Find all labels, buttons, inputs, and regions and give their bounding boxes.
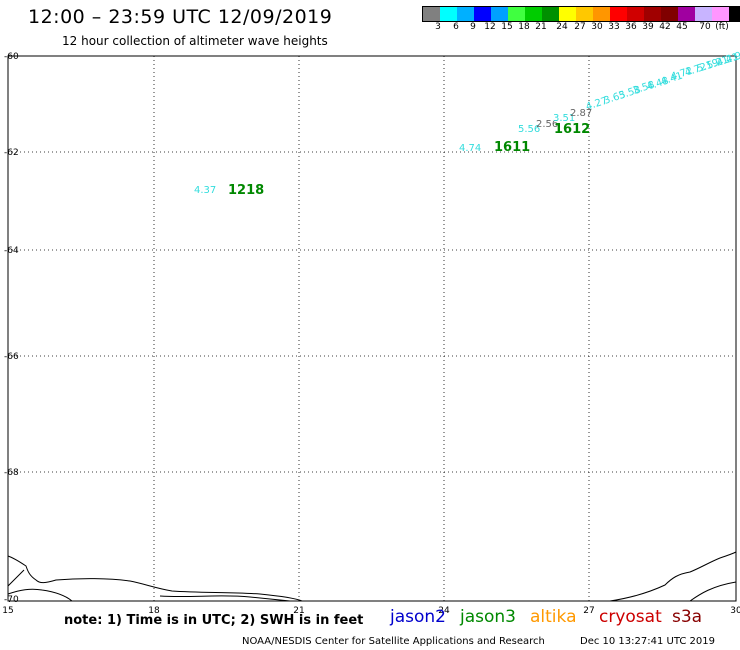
colorbar-tick-label: 27: [574, 22, 586, 32]
wave-height-label: 4.9: [725, 50, 740, 65]
longitude-tick-label: 21: [293, 606, 304, 616]
satellite-legend-s3a: s3a: [672, 607, 703, 627]
colorbar-swatch: [729, 7, 740, 21]
coastline-far-west: [7, 569, 25, 587]
wave-height-label: 2.56: [536, 119, 558, 130]
units-note: note: 1) Time is in UTC; 2) SWH is in fe…: [64, 613, 364, 628]
latitude-tick-label: -66: [4, 352, 19, 362]
colorbar-swatch: [457, 7, 474, 21]
wave-height-label: 5.56: [518, 124, 540, 135]
colorbar-tick-label: 3: [435, 22, 441, 32]
longitude-tick-label: 24: [438, 606, 450, 616]
colorbar-swatch: [525, 7, 542, 21]
map-subtitle: 12 hour collection of altimeter wave hei…: [62, 34, 328, 48]
colorbar-swatch: [423, 7, 440, 21]
satellite-legend-jason3: jason3: [460, 607, 516, 627]
satellite-legend-altika: altika: [530, 607, 577, 627]
longitude-tick-label: 15: [2, 606, 13, 616]
map-title: 12:00 – 23:59 UTC 12/09/2019: [28, 6, 333, 28]
colorbar-tick-label: 15: [501, 22, 513, 32]
latitude-tick-label: -64: [4, 246, 19, 256]
satellite-legend-cryosat: cryosat: [599, 607, 662, 627]
colorbar-swatch: [440, 7, 457, 21]
wave-height-label: 4.37: [194, 185, 216, 196]
colorbar-swatch: [542, 7, 559, 21]
satellite-legend-jason2: jason2: [390, 607, 446, 627]
longitude-tick-label: 30: [730, 606, 740, 616]
wave-height-colorbar: [422, 6, 740, 22]
colorbar-swatch: [644, 7, 661, 21]
colorbar-swatch: [559, 7, 576, 21]
generated-timestamp: Dec 10 13:27:41 UTC 2019: [580, 636, 715, 647]
map-border: [7, 55, 737, 602]
colorbar-tick-label: 18: [518, 22, 530, 32]
colorbar-tick-label: (ft): [715, 22, 729, 32]
map-frame: [7, 55, 737, 602]
colorbar-tick-label: 36: [625, 22, 637, 32]
colorbar-tick-label: 45: [676, 22, 688, 32]
coastline-east-inner: [689, 581, 737, 602]
wave-height-label: 2.87: [570, 108, 592, 119]
observation-id-label: 1218: [228, 183, 264, 198]
colorbar-tick-label: 30: [591, 22, 603, 32]
colorbar-tick-label: 24: [556, 22, 568, 32]
coastline-island: [159, 595, 291, 602]
latitude-tick-label: -68: [4, 468, 19, 478]
colorbar-tick-label: 39: [642, 22, 654, 32]
colorbar-swatch: [610, 7, 627, 21]
wave-height-label: 3.51: [553, 113, 575, 124]
wave-height-label: 4.74: [459, 143, 481, 154]
coastline-west: [7, 555, 303, 602]
colorbar-tick-label: 33: [608, 22, 620, 32]
colorbar-swatch: [661, 7, 678, 21]
credit-line: NOAA/NESDIS Center for Satellite Applica…: [242, 636, 545, 647]
colorbar-swatch: [695, 7, 712, 21]
colorbar-swatch: [576, 7, 593, 21]
colorbar-labels: 3 6 9 12 15 18 21 24 27 30 33 36 39 42 45 70 (ft): [0, 0, 740, 40]
colorbar-swatch: [474, 7, 491, 21]
coastline-west-inner: [7, 588, 73, 602]
antarctic-coastline: [7, 551, 737, 602]
coastline-east: [609, 551, 737, 602]
colorbar-tick-label: 6: [453, 22, 459, 32]
colorbar-tick-label: 12: [484, 22, 496, 32]
colorbar-tick-label: 70: [699, 22, 711, 32]
latitude-tick-label: -62: [4, 148, 19, 158]
longitude-tick-label: 18: [148, 606, 160, 616]
latitude-tick-label: -60: [4, 52, 19, 62]
longitude-tick-label: 27: [583, 606, 594, 616]
colorbar-swatch: [491, 7, 508, 21]
colorbar-tick-label: 42: [659, 22, 671, 32]
observation-id-label: 1611: [494, 140, 530, 155]
colorbar-tick-label: 21: [535, 22, 547, 32]
colorbar-swatch: [678, 7, 695, 21]
colorbar-swatch: [627, 7, 644, 21]
latitude-tick-label: -70: [4, 595, 19, 605]
observation-id-label: 1612: [554, 122, 590, 137]
map-gridlines: [8, 56, 736, 601]
colorbar-swatch: [508, 7, 525, 21]
colorbar-swatch: [593, 7, 610, 21]
colorbar-tick-label: 9: [470, 22, 476, 32]
colorbar-swatch: [712, 7, 729, 21]
